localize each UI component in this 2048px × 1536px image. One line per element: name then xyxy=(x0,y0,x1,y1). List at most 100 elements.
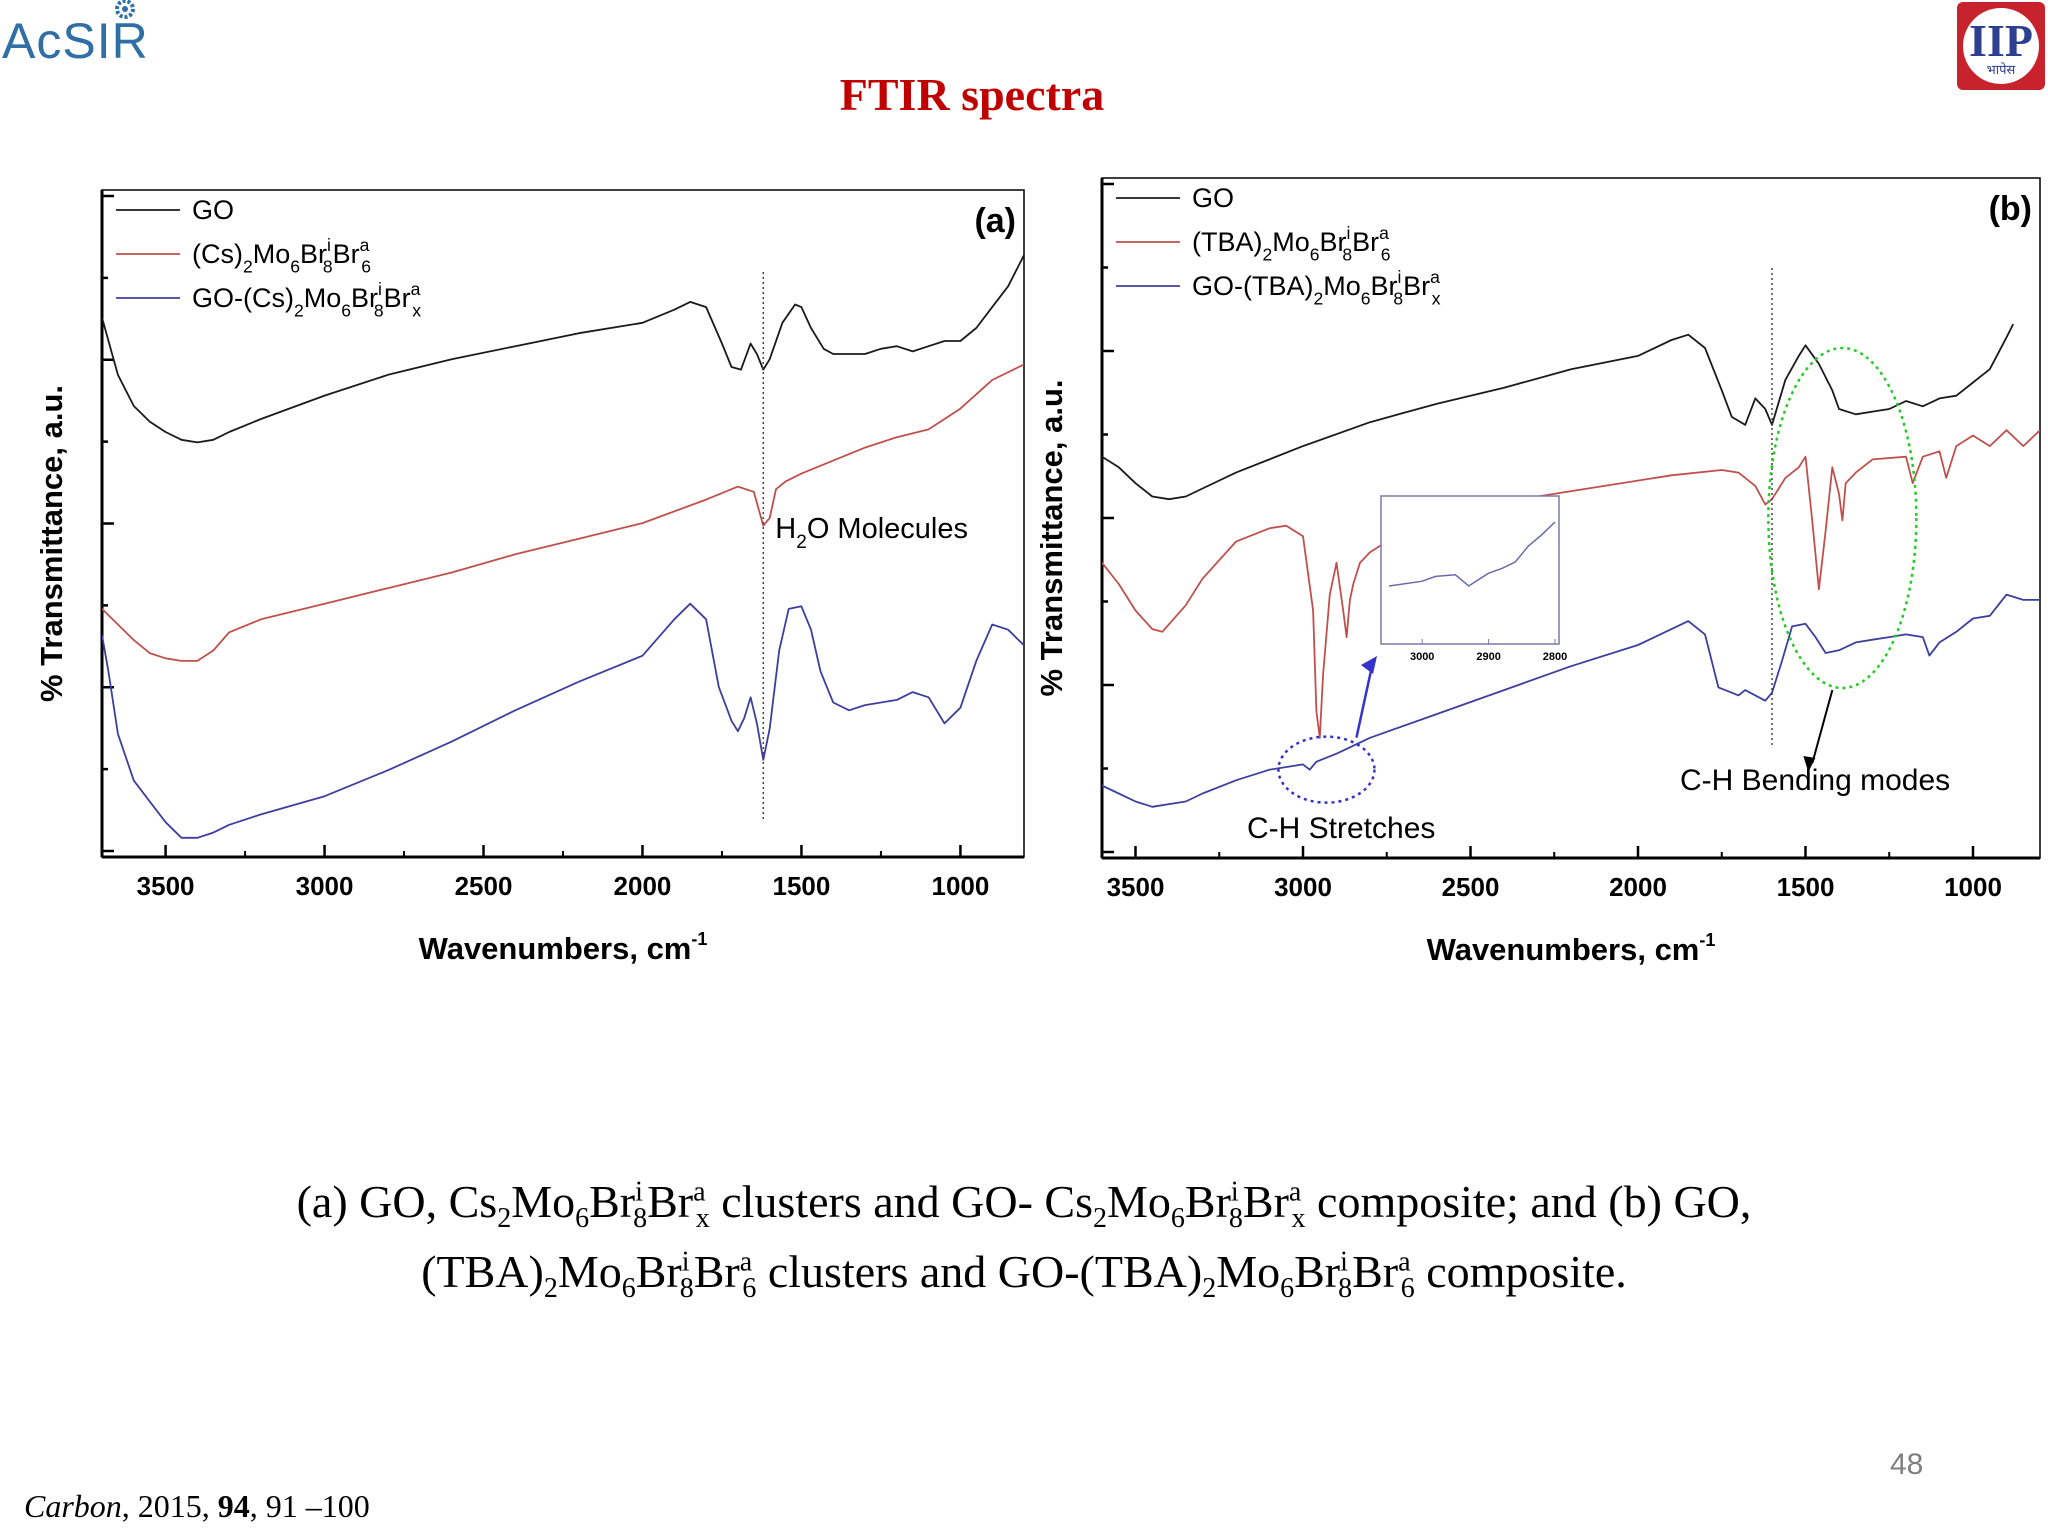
caption-fragment: (a) GO, Cs xyxy=(296,1176,498,1227)
x-tick-label: 2500 xyxy=(1442,872,1500,902)
caption-fragment: clusters and GO- Cs xyxy=(709,1176,1093,1227)
ch-bending-ellipse xyxy=(1767,346,1918,690)
x-tick-label: 1500 xyxy=(773,871,831,901)
ch-stretch-arrowhead xyxy=(1361,656,1377,674)
caption-fragment: i xyxy=(681,1246,690,1278)
iip-logo: IIP भापेस xyxy=(1957,2,2045,90)
caption-fragment: clusters and GO-(TBA) xyxy=(756,1246,1203,1297)
caption-fragment: composite. xyxy=(1414,1246,1627,1297)
x-tick-label: 1500 xyxy=(1777,872,1835,902)
x-tick-label: 3000 xyxy=(296,871,354,901)
caption-fragment: 2 xyxy=(1202,1273,1217,1305)
series-line-2 xyxy=(1102,429,2040,739)
reference-journal: Carbon xyxy=(24,1488,122,1524)
ftir-chart-b: 3500 3000 2500 2000 1500 1000 Wavenumbers, cm-… xyxy=(1034,177,2041,967)
ch-stretch-ellipse xyxy=(1277,735,1376,804)
caption-fragment: 8 xyxy=(633,1203,648,1235)
x-axis-label: Wavenumbers, cm-1 xyxy=(419,929,708,966)
acsir-logo: AcSIR xyxy=(2,0,182,70)
panel-label: (a) xyxy=(974,202,1016,240)
caption-fragment: 2 xyxy=(497,1203,512,1235)
ch-bending-arrowhead xyxy=(1803,756,1816,772)
caption-fragment: a xyxy=(1288,1176,1302,1208)
inset-tick-label: 2900 xyxy=(1476,651,1500,663)
inset-frame xyxy=(1380,495,1560,645)
x-axis-label: Wavenumbers, cm-1 xyxy=(1427,930,1716,967)
iip-logo-subtext: भापेस xyxy=(1986,62,2016,77)
slide-title: FTIR spectra xyxy=(0,68,2048,121)
caption-fragment: x xyxy=(695,1203,710,1235)
series-line-3 xyxy=(102,602,1024,839)
y-axis-label: % Transmittance, a.u. xyxy=(1034,380,1069,697)
x-tick-label: 1000 xyxy=(1944,872,2002,902)
caption-fragment: a xyxy=(693,1176,706,1208)
caption-fragment: a xyxy=(1398,1246,1411,1278)
caption-fragment: Mo xyxy=(511,1176,576,1227)
h2o-annotation: H2O Molecules xyxy=(775,513,968,553)
legend-label-1: GO xyxy=(192,195,234,225)
panel-label: (b) xyxy=(1989,190,2032,228)
x-tick-label: 3500 xyxy=(1107,872,1165,902)
legend-label-3: GO-(Cs)2Mo6Bri 8Bra x xyxy=(192,279,421,321)
caption-fragment: 8 xyxy=(1338,1273,1353,1305)
reference-pages: , 91 –100 xyxy=(249,1488,370,1524)
caption-fragment: 6 xyxy=(742,1273,757,1305)
caption-fragment: 8 xyxy=(1228,1203,1243,1235)
caption-fragment: Mo xyxy=(1216,1246,1281,1297)
reference-year: , 2015, xyxy=(121,1488,218,1524)
caption-fragment: x xyxy=(1291,1203,1306,1235)
ch-stretch-arrow xyxy=(1355,665,1374,738)
caption-fragment: 8 xyxy=(679,1273,694,1305)
legend-label-2: (Cs)2Mo6Bri 8Bra 6 xyxy=(192,235,371,277)
caption-fragment: Br xyxy=(635,1246,682,1297)
caption-fragment: (TBA) xyxy=(421,1246,544,1297)
x-tick-label: 2000 xyxy=(1609,872,1667,902)
caption-fragment: Mo xyxy=(557,1246,622,1297)
acsir-logo-text: AcSIR xyxy=(2,13,149,69)
inset-tick-label: 3000 xyxy=(1410,651,1434,663)
caption-fragment: Br xyxy=(1294,1246,1341,1297)
x-tick-label: 1000 xyxy=(931,871,989,901)
x-tick-label: 3500 xyxy=(137,871,195,901)
ftir-chart-a: 3500 3000 2500 2000 1500 1000 Wavenumbers, cm-… xyxy=(34,189,1025,966)
reference-citation: Carbon, 2015, 94, 91 –100 xyxy=(24,1488,370,1525)
caption-fragment: 6 xyxy=(575,1203,590,1235)
caption-fragment: Br xyxy=(589,1176,636,1227)
caption-fragment: Br xyxy=(1184,1176,1231,1227)
series-line-2 xyxy=(102,363,1024,662)
caption-fragment: Br xyxy=(1242,1176,1289,1227)
caption-fragment: 6 xyxy=(1170,1203,1185,1235)
inset-tick-label: 2800 xyxy=(1543,651,1567,663)
ch-bending-label: C-H Bending modes xyxy=(1680,764,1950,797)
ch-bending-arrow xyxy=(1811,689,1834,764)
page-number: 48 xyxy=(1890,1448,1924,1481)
series-line-3 xyxy=(1102,593,2040,808)
caption-fragment: 6 xyxy=(621,1273,636,1305)
reference-volume: 94 xyxy=(217,1488,250,1524)
gear-icon xyxy=(115,0,135,19)
legend-label-3: GO-(TBA)2Mo6Bri 8Bra x xyxy=(1192,267,1441,309)
caption-fragment: Br xyxy=(1352,1246,1399,1297)
inset-series-line xyxy=(1388,521,1556,587)
slide-title-text: FTIR spectra xyxy=(839,69,1105,120)
legend-label-1: GO xyxy=(1192,183,1234,213)
x-tick-label: 3000 xyxy=(1274,872,1332,902)
caption-fragment: i xyxy=(635,1176,643,1208)
caption-fragment: 6 xyxy=(1400,1273,1415,1305)
figure-caption-line2: (TBA)2Mo6Bri8Bra6 clusters and GO-(TBA)2… xyxy=(0,1245,2048,1305)
y-axis-label: % Transmittance, a.u. xyxy=(34,385,69,702)
caption-fragment: 6 xyxy=(1280,1273,1295,1305)
caption-fragment: Mo xyxy=(1107,1176,1171,1227)
caption-fragment: Br xyxy=(647,1176,694,1227)
caption-fragment: Br xyxy=(693,1246,740,1297)
caption-fragment: i xyxy=(1230,1176,1239,1208)
iip-logo-text: IIP xyxy=(1969,15,2033,66)
x-tick-label: 2500 xyxy=(455,871,513,901)
caption-fragment: 2 xyxy=(1093,1203,1107,1235)
caption-fragment: a xyxy=(739,1246,753,1278)
series-line-1 xyxy=(1102,323,2015,501)
caption-fragment: composite; and (b) GO, xyxy=(1305,1176,1752,1227)
caption-fragment: 2 xyxy=(543,1273,558,1305)
caption-fragment: i xyxy=(1340,1246,1348,1278)
figure-caption-line1: (a) GO, Cs2Mo6Bri8Brax clusters and GO- … xyxy=(0,1175,2048,1235)
